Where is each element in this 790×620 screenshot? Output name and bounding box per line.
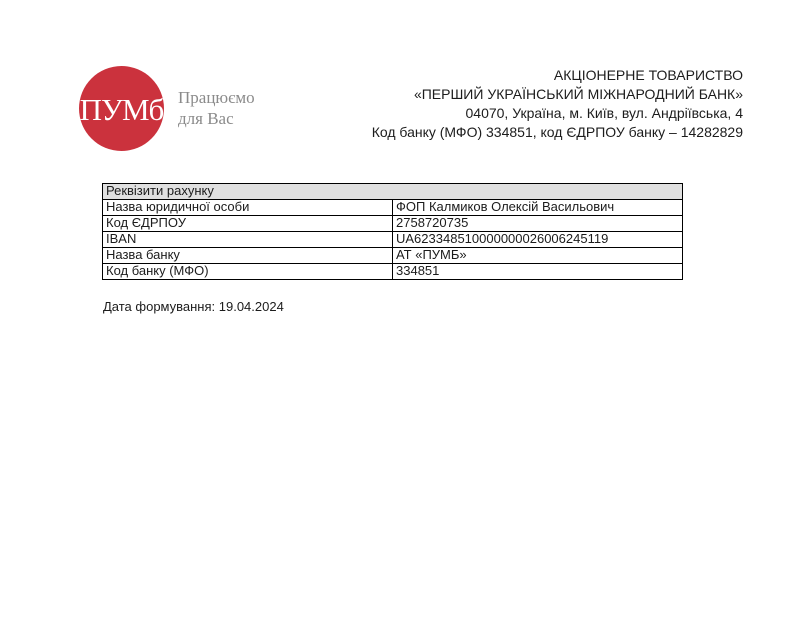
- row-value: 2758720735: [392, 215, 683, 232]
- logo-tagline-line1: Працюємо: [178, 88, 255, 107]
- pumb-logo-monogram: ПУМб: [79, 92, 165, 127]
- bank-header-company-type: АКЦІОНЕРНЕ ТОВАРИСТВО: [553, 67, 743, 83]
- bank-header-codes: Код банку (МФО) 334851, код ЄДРПОУ банку…: [371, 124, 743, 140]
- row-value: 334851: [392, 263, 683, 280]
- logo-tagline-line2: для Вас: [178, 109, 234, 128]
- account-details-table: Реквізити рахунку Назва юридичної особи …: [102, 183, 683, 280]
- row-label: Код банку (МФО): [102, 263, 393, 280]
- bank-header-bank-name: «ПЕРШИЙ УКРАЇНСЬКИЙ МІЖНАРОДНИЙ БАНК»: [413, 86, 743, 102]
- bank-header-address: 04070, Україна, м. Київ, вул. Андріївськ…: [465, 105, 744, 121]
- generation-date: Дата формування: 19.04.2024: [103, 299, 284, 314]
- table-row-iban: IBAN UA623348510000000026006245119: [102, 231, 683, 248]
- table-row-bank-name: Назва банку АТ «ПУМБ»: [102, 247, 683, 264]
- table-row-mfo: Код банку (МФО) 334851: [102, 263, 683, 280]
- table-title-row: Реквізити рахунку: [102, 183, 683, 200]
- table-title: Реквізити рахунку: [102, 183, 683, 200]
- table-row-legal-name: Назва юридичної особи ФОП Калмиков Олекс…: [102, 199, 683, 216]
- logo-tagline: Працюємо для Вас: [178, 87, 255, 129]
- table-row-edrpou: Код ЄДРПОУ 2758720735: [102, 215, 683, 232]
- pumb-logo: ПУМб: [79, 66, 164, 151]
- bank-header: АКЦІОНЕРНЕ ТОВАРИСТВО «ПЕРШИЙ УКРАЇНСЬКИ…: [372, 66, 743, 142]
- row-label: Назва банку: [102, 247, 393, 264]
- row-value: UA623348510000000026006245119: [392, 231, 683, 248]
- row-label: Код ЄДРПОУ: [102, 215, 393, 232]
- row-label: Назва юридичної особи: [102, 199, 393, 216]
- row-label: IBAN: [102, 231, 393, 248]
- row-value: ФОП Калмиков Олексій Васильович: [392, 199, 683, 216]
- row-value: АТ «ПУМБ»: [392, 247, 683, 264]
